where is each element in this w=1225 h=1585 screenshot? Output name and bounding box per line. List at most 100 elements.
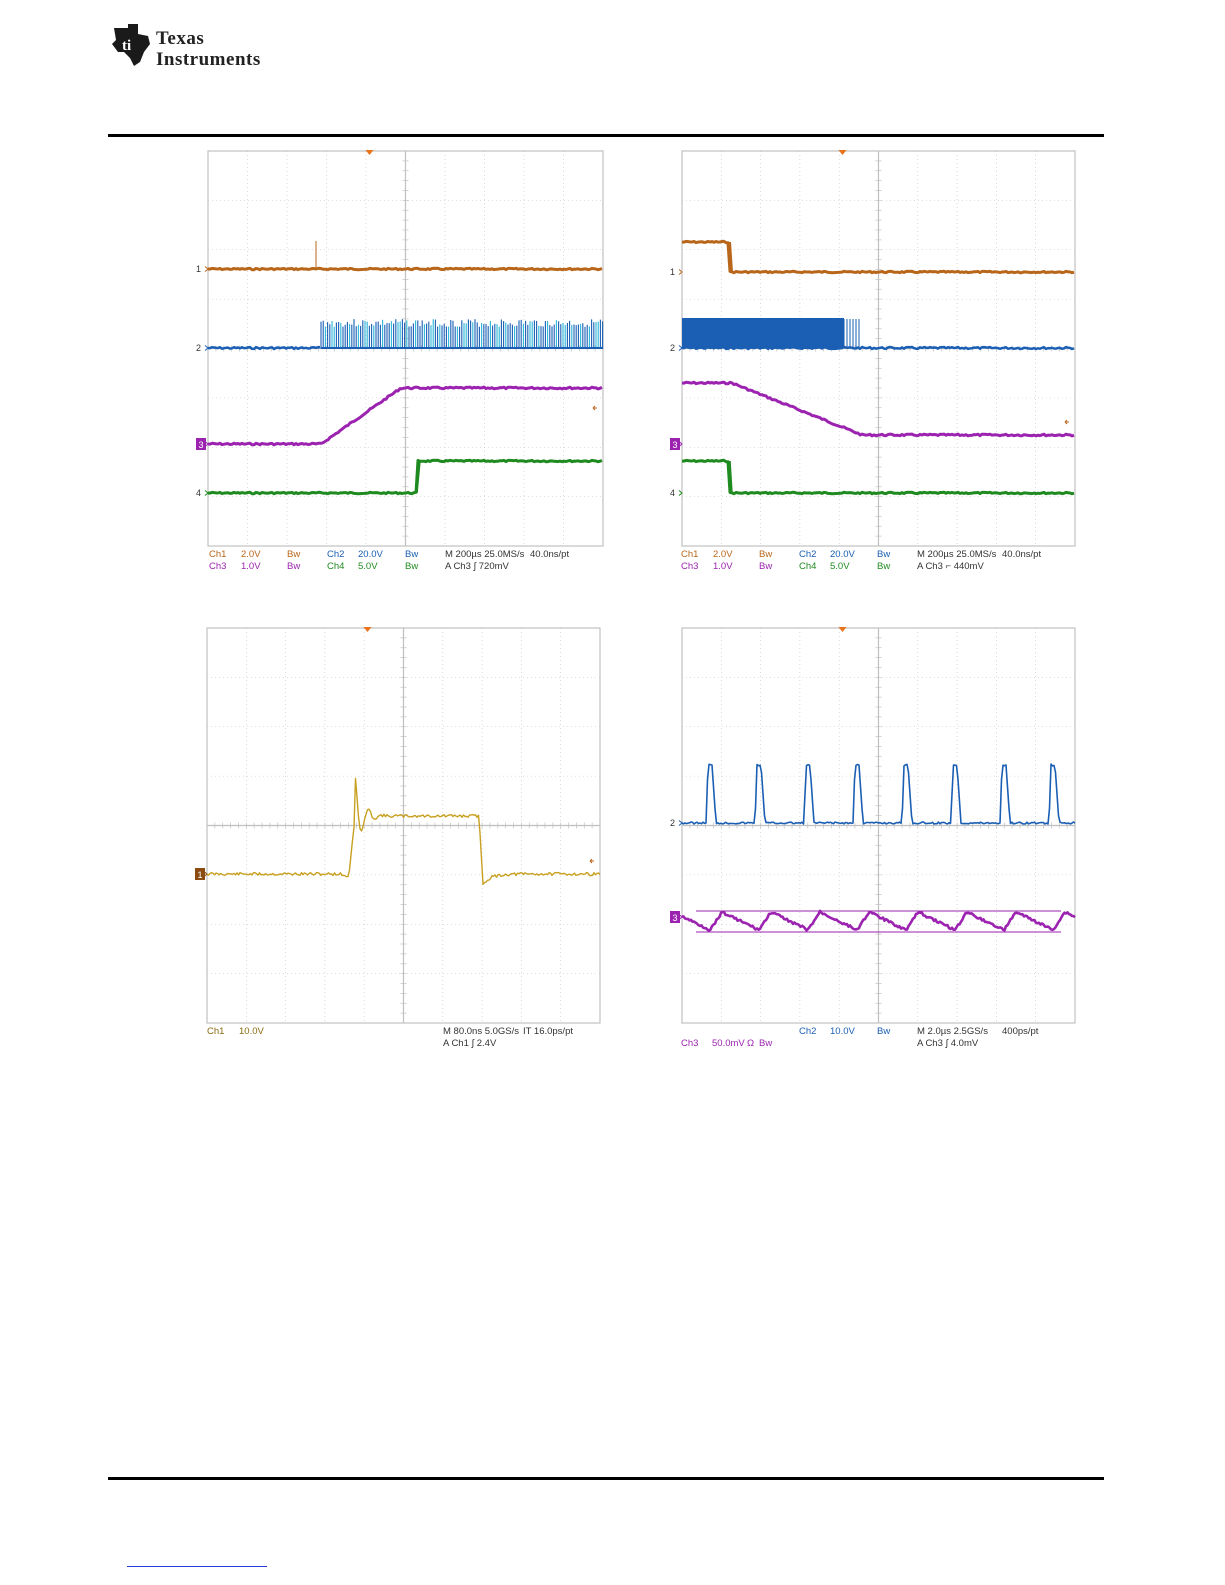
readout-1-item: Ch1 xyxy=(209,549,226,560)
readout-1-item: 20.0V xyxy=(830,549,855,560)
readout-2-item: Ch3 xyxy=(681,1038,698,1049)
readout-1-item: Bw xyxy=(877,1026,890,1037)
footer-link[interactable] xyxy=(127,1550,267,1567)
ch4-trace xyxy=(681,458,1075,496)
readout-2-item: Ch3 xyxy=(681,561,698,572)
channel-arrow-icon xyxy=(204,490,209,496)
scope-4-screen: 2 3 Ch2 10.0V Bw M 2.0µs 2.5GS/s 400ps/pt Ch3 50… xyxy=(670,627,1076,1049)
ch2-trace xyxy=(681,345,1075,351)
channel-arrow-icon xyxy=(678,269,683,275)
readout-1-item: Ch2 xyxy=(799,549,816,560)
channel-arrow-icon xyxy=(678,441,683,447)
scope-1-screen: 1 2 3 4 Ch1 2.0V Bw Ch2 20.0V Bw M 200µs 25.0MS/s 4… xyxy=(196,150,604,572)
readout-2-item: Bw xyxy=(759,561,772,572)
channel-marker-box xyxy=(670,911,680,923)
channel-marker-label: 1 xyxy=(670,267,675,277)
trigger-position-icon xyxy=(838,627,847,632)
channel-marker-label: 2 xyxy=(196,343,201,353)
channel-arrow-icon xyxy=(204,266,209,272)
readout-1-item: M 200µs 25.0MS/s xyxy=(917,549,997,560)
readout-1-item: Bw xyxy=(287,549,300,560)
channel-arrow-icon xyxy=(678,345,683,351)
readout-2-item: A Ch3 ⌐ 440mV xyxy=(917,561,984,572)
readout-1-item: 10.0V xyxy=(239,1026,264,1037)
channel-marker-box xyxy=(196,438,206,450)
readout-1-item: M 80.0ns 5.0GS/s xyxy=(443,1026,519,1037)
readout-1-item: 2.0V xyxy=(713,549,733,560)
texas-state-icon: ti xyxy=(112,24,150,66)
svg-text:ti: ti xyxy=(122,38,131,54)
readout-1-item: Bw xyxy=(877,549,890,560)
readout-1-item: 20.0V xyxy=(358,549,383,560)
scope-capture-4: 2 3 Ch2 10.0V Bw M 2.0µs 2.5GS/s 400ps/pt Ch3 50… xyxy=(668,625,1078,1065)
readout-1-item: 40.0ns/pt xyxy=(530,549,569,560)
channel-arrow-icon xyxy=(678,490,683,496)
ch1-trace xyxy=(206,777,601,885)
readout-2-item: Bw xyxy=(287,561,300,572)
readout-2-item: A Ch3 ∫ 4.0mV xyxy=(917,1038,979,1049)
readout-1-item: Ch1 xyxy=(207,1026,224,1037)
ch1-edge xyxy=(729,241,733,273)
readout-1-item: 400ps/pt xyxy=(1002,1026,1039,1037)
readout-2-item: 1.0V xyxy=(713,561,733,572)
ch4-edge xyxy=(416,460,421,494)
ch3-trace xyxy=(681,380,1075,438)
trigger-position-icon xyxy=(365,150,374,155)
channel-arrow-icon xyxy=(203,871,208,877)
ch3-trace xyxy=(207,385,603,447)
channel-marker-label: 4 xyxy=(670,488,675,498)
channel-marker-label: 3 xyxy=(673,440,678,450)
readout-1-item: Bw xyxy=(759,549,772,560)
ch1-trace xyxy=(207,266,603,272)
ch2-trace xyxy=(207,345,321,351)
scope-capture-3: 1 Ch1 10.0V M 80.0ns 5.0GS/s IT 16.0ps/pt A C… xyxy=(193,625,603,1065)
readout-1-item: Ch2 xyxy=(327,549,344,560)
readout-2-item: Bw xyxy=(759,1038,772,1049)
channel-arrow-icon xyxy=(204,345,209,351)
ch3-trace xyxy=(681,909,1076,932)
readout-1-item: 2.0V xyxy=(241,549,261,560)
readout-1-item: M 200µs 25.0MS/s xyxy=(445,549,525,560)
readout-1-item: Ch2 xyxy=(799,1026,816,1037)
logo-word-texas: Texas xyxy=(156,28,205,49)
readout-2-item: Ch4 xyxy=(327,561,344,572)
readout-2-item: 5.0V xyxy=(830,561,850,572)
trigger-position-icon xyxy=(363,627,372,632)
readout-1-item: Bw xyxy=(405,549,418,560)
channel-arrow-icon xyxy=(204,441,209,447)
trigger-level-icon xyxy=(589,858,594,864)
ti-logo: ti Texas Instruments xyxy=(108,22,308,74)
readout-2-item: Ch3 xyxy=(209,561,226,572)
ch1-trace xyxy=(681,239,1075,275)
readout-2-item: 5.0V xyxy=(358,561,378,572)
trigger-position-icon xyxy=(838,150,847,155)
scope-capture-2: 1 2 3 4 Ch1 2.0V Bw Ch2 20.0V Bw M 200µs 25.0MS/s 4… xyxy=(668,148,1078,588)
logo-word-instruments: Instruments xyxy=(156,49,261,70)
readout-1-item: M 2.0µs 2.5GS/s xyxy=(917,1026,988,1037)
ch4-edge xyxy=(729,460,733,494)
readout-2-item: A Ch3 ∫ 720mV xyxy=(445,561,510,572)
scope-capture-1: 1 2 3 4 Ch1 2.0V Bw Ch2 20.0V Bw M 200µs 25.0MS/s 4… xyxy=(196,148,606,588)
channel-marker-label: 3 xyxy=(673,913,678,923)
readout-2-item: Ω xyxy=(747,1038,754,1049)
scope-3-screen: 1 Ch1 10.0V M 80.0ns 5.0GS/s IT 16.0ps/pt A C… xyxy=(195,627,601,1049)
channel-marker-box xyxy=(195,868,205,880)
channel-arrow-icon xyxy=(678,820,683,826)
channel-arrow-icon xyxy=(678,914,683,920)
trigger-level-icon xyxy=(1064,419,1069,425)
channel-marker-box xyxy=(670,438,680,450)
ch2-switching-block xyxy=(682,318,844,348)
readout-2-item: 1.0V xyxy=(241,561,261,572)
channel-marker-label: 1 xyxy=(196,264,201,274)
readout-2-item: Bw xyxy=(877,561,890,572)
readout-1-item: IT 16.0ps/pt xyxy=(523,1026,573,1037)
readout-2-item: 50.0mV xyxy=(712,1038,745,1049)
scope-2-screen: 1 2 3 4 Ch1 2.0V Bw Ch2 20.0V Bw M 200µs 25.0MS/s 4… xyxy=(670,150,1076,572)
readout-1-item: 40.0ns/pt xyxy=(1002,549,1041,560)
readout-1-item: 10.0V xyxy=(830,1026,855,1037)
ch2-trace xyxy=(681,763,1076,825)
channel-marker-label: 2 xyxy=(670,343,675,353)
readout-2-item: A Ch1 ∫ 2.4V xyxy=(443,1038,497,1049)
ch4-trace xyxy=(207,458,603,496)
readout-1-item: Ch1 xyxy=(681,549,698,560)
